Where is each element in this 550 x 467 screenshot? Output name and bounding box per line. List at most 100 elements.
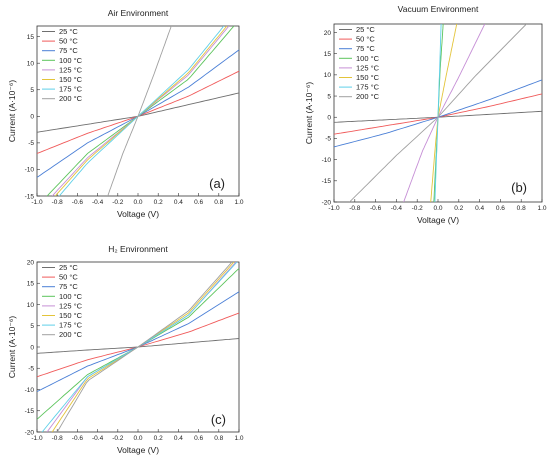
x-tick-label: 0.2 — [454, 205, 463, 212]
legend-item: 200 °C — [59, 330, 83, 339]
legend-item: 125 °C — [59, 301, 83, 310]
x-axis-label: Voltage (V) — [117, 209, 159, 219]
x-tick-label: -1.0 — [31, 435, 43, 442]
series-line-5 — [51, 26, 230, 196]
series-group — [37, 262, 239, 432]
y-tick-label: 10 — [324, 72, 332, 79]
legend-item: 150 °C — [356, 73, 380, 82]
legend-item: 200 °C — [356, 92, 380, 101]
x-tick-label: -0.8 — [349, 205, 361, 212]
x-tick-label: 0.6 — [194, 435, 203, 442]
y-tick-label: 20 — [27, 259, 35, 266]
x-tick-label: -0.8 — [52, 435, 64, 442]
x-tick-label: -0.8 — [52, 199, 64, 206]
legend-item: 175 °C — [356, 83, 380, 92]
series-line-7 — [58, 26, 225, 196]
y-tick-label: 15 — [27, 281, 35, 288]
x-axis-label: Voltage (V) — [117, 445, 159, 455]
y-tick-label: 10 — [27, 302, 35, 309]
series-line-8 — [107, 26, 172, 196]
y-tick-label: -10 — [322, 157, 332, 164]
y-tick-label: -20 — [25, 429, 35, 436]
y-tick-label: -10 — [25, 167, 35, 174]
x-tick-label: 0.4 — [174, 435, 183, 442]
x-tick-label: -1.0 — [31, 199, 43, 206]
series-line-1 — [37, 338, 239, 354]
series-line-5 — [403, 24, 486, 202]
panel-tag: (b) — [511, 180, 527, 195]
x-tick-label: 1.0 — [537, 205, 546, 212]
chart-panel-3: H₂ Environment -1.0 -0.8 -0.6 -0.4 -0.2 0.0 0.2… — [7, 244, 244, 455]
legend-item: 75 °C — [59, 46, 78, 55]
x-tick-label: 0.8 — [214, 435, 223, 442]
y-tick-label: -15 — [25, 408, 35, 415]
legend-item: 100 °C — [59, 292, 83, 301]
chart-panel-2: Vacuum Environment -1.0 -0.8 -0.6 -0.4 -0.2 0.… — [304, 4, 547, 225]
x-tick-label: 0.8 — [214, 199, 223, 206]
y-tick-label: -15 — [322, 178, 332, 185]
x-tick-label: 1.0 — [234, 435, 243, 442]
y-axis-label: Current (A·10⁻⁶) — [7, 316, 17, 378]
legend-item: 100 °C — [356, 54, 380, 63]
x-tick-label: 0.6 — [194, 199, 203, 206]
series-line-8 — [56, 262, 233, 432]
legend-item: 150 °C — [59, 75, 83, 84]
legend-item: 25 °C — [59, 263, 78, 272]
legend-item: 175 °C — [59, 321, 83, 330]
legend-item: 75 °C — [59, 282, 78, 291]
x-tick-label: 0.0 — [133, 199, 142, 206]
legend-item: 125 °C — [59, 65, 83, 74]
y-tick-label: -15 — [25, 193, 35, 200]
y-axis-label: Current (A·10⁻⁶) — [7, 80, 17, 142]
series-group — [334, 24, 542, 202]
legend-item: 100 °C — [59, 56, 83, 65]
chart-panel-1: Air Environment -1.0 -0.8 -0.6 -0.4 -0.2 0.0 0.… — [7, 8, 244, 219]
y-tick-label: -10 — [25, 387, 35, 394]
y-tick-label: 10 — [27, 60, 35, 67]
legend-item: 50 °C — [59, 37, 78, 46]
series-line-8 — [349, 24, 527, 202]
x-tick-label: -0.6 — [72, 199, 84, 206]
x-tick-label: 0.6 — [496, 205, 505, 212]
x-tick-label: -0.2 — [112, 199, 124, 206]
x-tick-label: -0.4 — [92, 435, 104, 442]
panel-tag: (a) — [209, 176, 225, 191]
x-tick-label: -1.0 — [328, 205, 340, 212]
legend-item: 150 °C — [59, 311, 83, 320]
y-tick-label: 15 — [324, 51, 332, 58]
panel-tag: (c) — [211, 412, 226, 427]
x-axis-label: Voltage (V) — [417, 215, 459, 225]
y-tick-label: -5 — [28, 140, 34, 147]
x-tick-label: 1.0 — [234, 199, 243, 206]
y-tick-label: 20 — [324, 30, 332, 37]
y-tick-label: 0 — [30, 344, 34, 351]
x-tick-label: 0.2 — [154, 199, 163, 206]
x-tick-label: 0.8 — [517, 205, 526, 212]
x-tick-label: -0.6 — [370, 205, 382, 212]
legend-item: 50 °C — [59, 273, 78, 282]
legend-item: 25 °C — [59, 27, 78, 36]
y-tick-label: -5 — [28, 366, 34, 373]
y-tick-label: 5 — [30, 323, 34, 330]
y-tick-label: 5 — [30, 87, 34, 94]
y-tick-label: 0 — [30, 114, 34, 121]
y-tick-label: 0 — [327, 115, 331, 122]
x-tick-label: 0.4 — [475, 205, 484, 212]
chart-title: H₂ Environment — [108, 244, 168, 254]
x-tick-label: -0.2 — [412, 205, 424, 212]
x-tick-label: 0.0 — [433, 205, 442, 212]
y-tick-label: -20 — [322, 199, 332, 206]
legend-item: 50 °C — [356, 35, 375, 44]
y-tick-label: 5 — [327, 93, 331, 100]
legend-item: 200 °C — [59, 94, 83, 103]
legend-item: 125 °C — [356, 63, 380, 72]
x-tick-label: 0.0 — [133, 435, 142, 442]
y-axis-label: Current (A·10⁻⁶) — [304, 82, 314, 144]
x-tick-label: 0.2 — [154, 435, 163, 442]
x-tick-label: 0.4 — [174, 199, 183, 206]
chart-title: Vacuum Environment — [398, 4, 479, 14]
